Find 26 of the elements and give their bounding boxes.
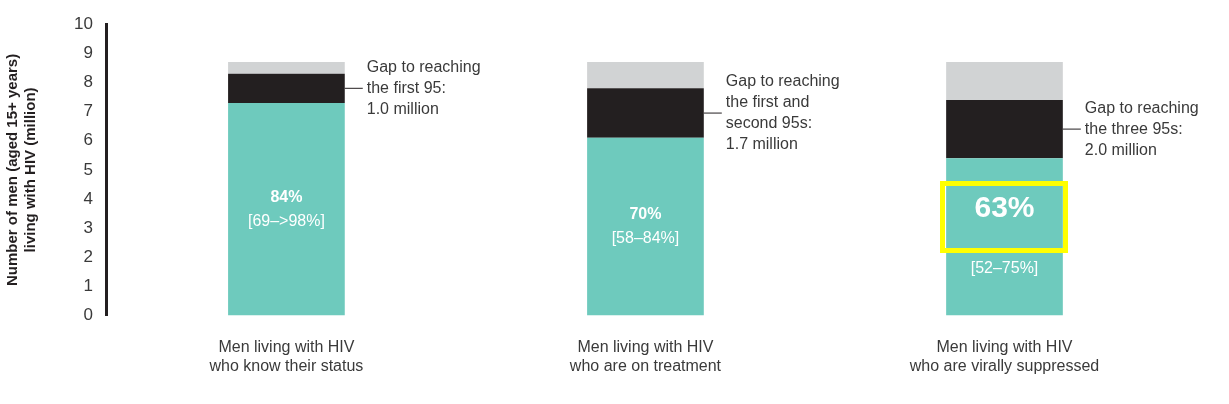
bar [946, 62, 1063, 100]
x-tick-label: Men living with HIV who are virally suppressed [908, 337, 1100, 374]
text: 63% [52–75%] [970, 190, 1039, 277]
y-tick-label: 4 [83, 188, 93, 208]
annotation: Gap to reaching the three 95s: 2.0 million [1084, 98, 1199, 158]
y-tick-label: 9 [83, 43, 93, 63]
y-tick-label: 2 [83, 247, 93, 267]
y-tick-label: 5 [83, 159, 93, 179]
y-tick-label: 3 [83, 217, 93, 237]
y-axis-title: Number of men (aged 15+ years) living with HIV (million) [3, 53, 39, 286]
y-tick-label: 8 [83, 72, 93, 92]
annotation: 84% [69–>98%] [247, 187, 325, 229]
bar [587, 137, 704, 316]
bar [228, 62, 345, 74]
y-tick-label: 6 [83, 130, 93, 150]
y-tick-label: 0 [83, 305, 93, 325]
annotation: Gap to reaching the first and second 95s: 1.7 million [725, 71, 840, 152]
y-tick-label: 10 [73, 13, 93, 33]
bar [587, 62, 704, 89]
annotation: Gap to reaching the first 95: 1.0 million [366, 57, 481, 117]
bar [228, 102, 345, 316]
annotation: 70% [58–84%] [611, 205, 680, 247]
x-tick-label: Men living with HIV who know their status [208, 337, 364, 374]
x-tick-label: Men living with HIV who are on treatment [568, 337, 722, 374]
y-tick-label: 7 [83, 101, 93, 121]
y-tick-label: 1 [83, 276, 93, 296]
